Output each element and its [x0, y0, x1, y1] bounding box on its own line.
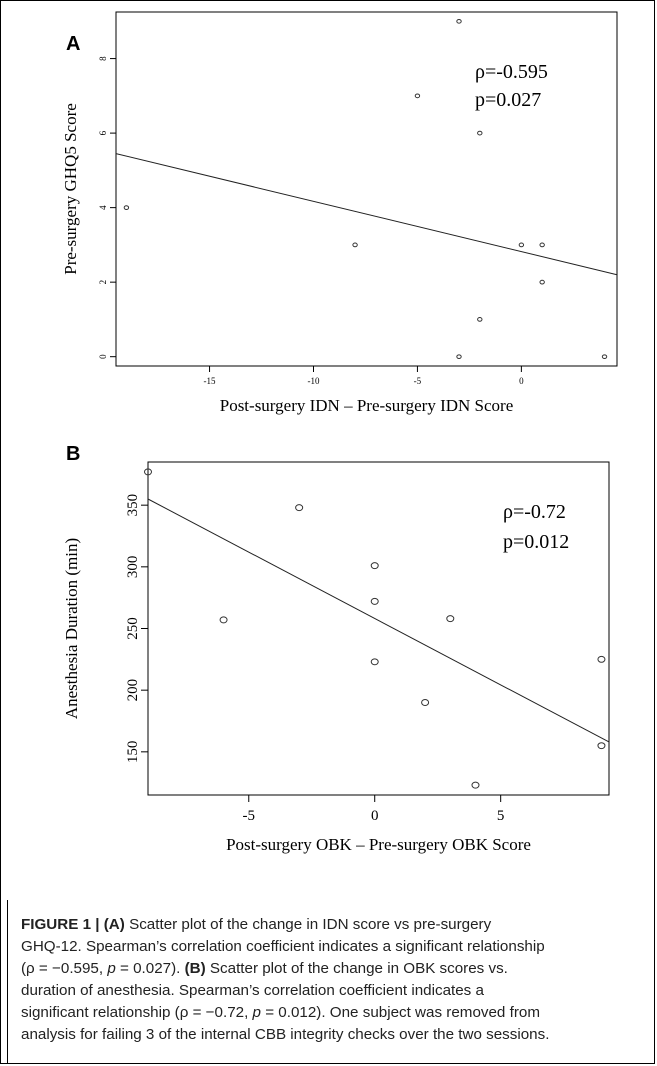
caption-line-2: GHQ-12. Spearman’s correlation coefficie…: [21, 938, 545, 955]
caption-p-a: p: [107, 960, 116, 977]
x-tick-label: 0: [371, 808, 379, 824]
y-tick-label: 4: [98, 205, 108, 210]
data-point: [421, 699, 430, 706]
data-point: [597, 742, 606, 750]
data-point: [539, 279, 545, 285]
chart-panel-a: -15 -10 -5 0 0 2 4 6 8 ρ=-0.595 p=0.027 Post-surger…: [61, 11, 618, 415]
y-tick-label: 200: [125, 679, 141, 702]
y-tick-label: 8: [98, 56, 108, 61]
data-point: [123, 205, 130, 211]
x-tick-label: -5: [243, 808, 256, 824]
data-point: [414, 93, 421, 99]
data-point: [601, 354, 608, 360]
chart-panel-b: -5 0 5 150 200 250 300 350 ρ=-0.72 p=0.012 Post-su…: [62, 461, 610, 854]
caption-line-5: significant relationship (ρ = −0.72, p =…: [21, 1002, 647, 1024]
y-tick-label: 0: [98, 354, 108, 359]
caption-panel-a-ref: (A): [103, 916, 125, 933]
caption-rule: [7, 900, 8, 1064]
data-point: [518, 242, 525, 248]
caption-line-3: (ρ = −0.595, p = 0.027). (B) Scatter plo…: [21, 958, 647, 980]
data-point: [446, 615, 455, 623]
data-point: [477, 130, 483, 136]
caption-text-3b: = 0.027).: [115, 960, 185, 977]
x-axis-label: Post-surgery OBK – Pre-surgery OBK Score: [226, 835, 531, 854]
panel-label-a: A: [66, 33, 80, 55]
x-tick-label: -5: [414, 376, 422, 386]
y-tick-label: 250: [125, 617, 141, 640]
y-tick-label: 300: [125, 556, 141, 579]
data-point: [456, 18, 462, 24]
x-axis-label: Post-surgery IDN – Pre-surgery IDN Score: [220, 396, 514, 415]
y-tick-label: 2: [98, 280, 108, 285]
x-tick-label: 0: [519, 376, 524, 386]
caption-text-3a: (ρ = −0.595,: [21, 960, 108, 977]
data-point: [370, 562, 379, 570]
stat-annotation: p=0.027: [475, 89, 541, 111]
data-point: [370, 597, 379, 605]
y-tick-label: 6: [98, 130, 108, 135]
x-tick-label: 5: [497, 808, 505, 824]
data-point: [352, 242, 358, 248]
y-axis-label: Anesthesia Duration (min): [62, 538, 81, 719]
data-point: [295, 504, 304, 512]
data-point: [539, 242, 545, 248]
data-point: [597, 655, 606, 663]
figure-charts: A -15 -10 -5 0 0 2 4 6 8 ρ=-0.595 p=0.027 Post-surg…: [61, 11, 618, 854]
figure-caption: FIGURE 1 | (A) Scatter plot of the chang…: [21, 914, 647, 1046]
caption-line-4: duration of anesthesia. Spearman’s corre…: [21, 982, 484, 999]
y-tick-label: 350: [125, 494, 141, 516]
caption-text-5b: = 0.012). One subject was removed from: [260, 1004, 540, 1021]
plot-frame-a: [115, 11, 618, 367]
caption-line-1: FIGURE 1 | (A) Scatter plot of the chang…: [21, 914, 647, 936]
caption-text-3d: Scatter plot of the change in OBK scores…: [205, 960, 508, 977]
caption-panel-b-ref: (B): [184, 960, 206, 977]
caption-line-6: analysis for failing 3 of the internal C…: [21, 1026, 550, 1043]
x-tick-label: -10: [307, 376, 319, 386]
data-point: [471, 781, 480, 789]
regression-line: [147, 498, 610, 743]
caption-p-b: p: [252, 1004, 261, 1021]
stat-annotation: p=0.012: [503, 531, 569, 553]
regression-line: [115, 153, 618, 276]
data-point: [219, 616, 228, 624]
stat-annotation: ρ=-0.72: [503, 501, 566, 523]
panel-label-b: B: [66, 443, 80, 465]
caption-text-1: Scatter plot of the change in IDN score …: [129, 916, 492, 933]
caption-figure-label: FIGURE 1 |: [21, 916, 100, 933]
x-tick-label: -15: [204, 376, 216, 386]
stat-annotation: ρ=-0.595: [475, 61, 548, 83]
data-point: [456, 354, 462, 360]
y-axis-label: Pre-surgery GHQ5 Score: [61, 103, 80, 275]
data-point: [144, 468, 152, 476]
data-point: [370, 658, 379, 666]
y-tick-label: 150: [125, 741, 141, 764]
caption-text-5a: significant relationship (ρ = −0.72,: [21, 1004, 253, 1021]
data-point: [477, 317, 483, 322]
